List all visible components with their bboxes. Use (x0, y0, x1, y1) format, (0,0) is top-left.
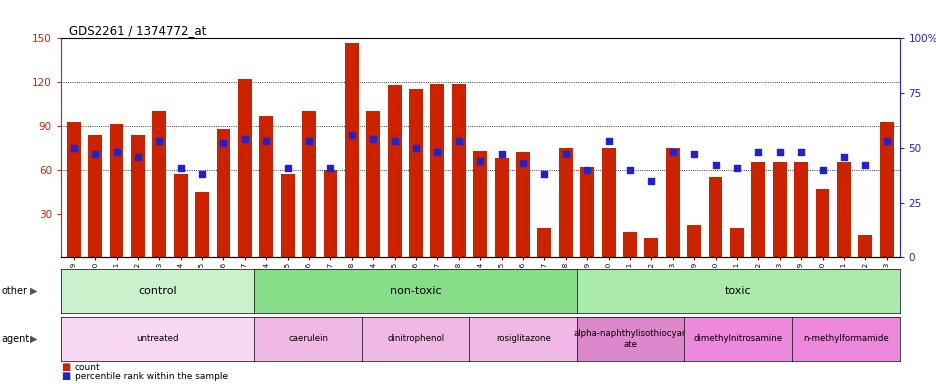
Point (152, 138, 167, 144)
Text: ▶: ▶ (30, 286, 37, 296)
Point (878, 138, 893, 144)
Point (301, 138, 316, 144)
Bar (708, 177, 722, 257)
Text: non-toxic: non-toxic (389, 286, 441, 296)
Bar (281, 174, 294, 257)
Point (88, 151, 103, 157)
Point (66, 145, 81, 151)
Bar (323, 170, 337, 257)
Bar (665, 148, 679, 257)
Point (195, 171, 210, 177)
Text: ▶: ▶ (30, 334, 37, 344)
Text: agent: agent (2, 334, 30, 344)
Text: caerulein: caerulein (288, 334, 328, 343)
Bar (622, 232, 636, 257)
Point (686, 151, 701, 157)
Point (173, 164, 188, 170)
Bar (751, 162, 765, 257)
Bar (558, 148, 572, 257)
Point (856, 162, 871, 169)
Bar (66, 122, 80, 257)
Bar (857, 235, 871, 257)
Bar (173, 174, 187, 257)
Text: dimethylnitrosamine: dimethylnitrosamine (693, 334, 782, 343)
Bar (494, 158, 508, 257)
Bar (516, 152, 530, 257)
Point (665, 149, 680, 155)
Text: ■: ■ (61, 362, 70, 372)
Text: alpha-naphthylisothiocyan
ate: alpha-naphthylisothiocyan ate (573, 329, 687, 349)
Bar (301, 111, 315, 257)
Bar (836, 162, 850, 257)
Bar (814, 189, 828, 257)
Point (536, 171, 551, 177)
Text: untreated: untreated (137, 334, 179, 343)
Point (558, 151, 573, 157)
Bar (238, 79, 252, 257)
Point (280, 164, 295, 170)
Bar (686, 225, 700, 257)
Text: ■: ■ (61, 371, 70, 381)
Bar (409, 89, 422, 257)
Bar (772, 162, 786, 257)
Point (109, 149, 124, 155)
Point (408, 145, 423, 151)
Bar (388, 85, 402, 257)
Bar (216, 129, 230, 257)
Bar (110, 124, 124, 257)
Text: toxic: toxic (724, 286, 751, 296)
Bar (88, 135, 102, 257)
Text: GDS2261 / 1374772_at: GDS2261 / 1374772_at (69, 24, 207, 37)
Point (130, 154, 145, 160)
Point (793, 149, 808, 155)
Point (750, 149, 765, 155)
Bar (131, 135, 145, 257)
Text: control: control (139, 286, 177, 296)
Point (814, 167, 829, 173)
Bar (366, 111, 380, 257)
Point (622, 167, 636, 173)
Point (344, 132, 359, 138)
Bar (601, 148, 615, 257)
Bar (473, 151, 487, 257)
Text: other: other (2, 286, 28, 296)
Bar (344, 43, 358, 257)
Bar (430, 84, 444, 257)
Point (365, 136, 380, 142)
Bar (153, 111, 166, 257)
Point (472, 158, 487, 164)
Point (579, 167, 594, 173)
Bar (451, 84, 465, 257)
Bar (644, 238, 658, 257)
Point (728, 164, 743, 170)
Point (515, 160, 530, 166)
Bar (259, 116, 273, 257)
Bar (537, 228, 550, 257)
Point (451, 138, 466, 144)
Point (237, 136, 252, 142)
Point (216, 141, 231, 147)
Point (771, 149, 786, 155)
Point (708, 162, 723, 169)
Text: rosiglitazone: rosiglitazone (495, 334, 550, 343)
Bar (195, 192, 209, 257)
Point (836, 154, 851, 160)
Point (600, 138, 615, 144)
Point (430, 149, 445, 155)
Point (493, 151, 508, 157)
Point (387, 138, 402, 144)
Text: count: count (75, 363, 100, 372)
Text: dinitrophenol: dinitrophenol (387, 334, 444, 343)
Point (643, 178, 658, 184)
Text: n-methylformamide: n-methylformamide (802, 334, 887, 343)
Bar (879, 122, 893, 257)
Bar (579, 167, 593, 257)
Point (323, 164, 338, 170)
Bar (729, 228, 743, 257)
Text: percentile rank within the sample: percentile rank within the sample (75, 372, 227, 381)
Point (258, 138, 273, 144)
Bar (794, 162, 807, 257)
